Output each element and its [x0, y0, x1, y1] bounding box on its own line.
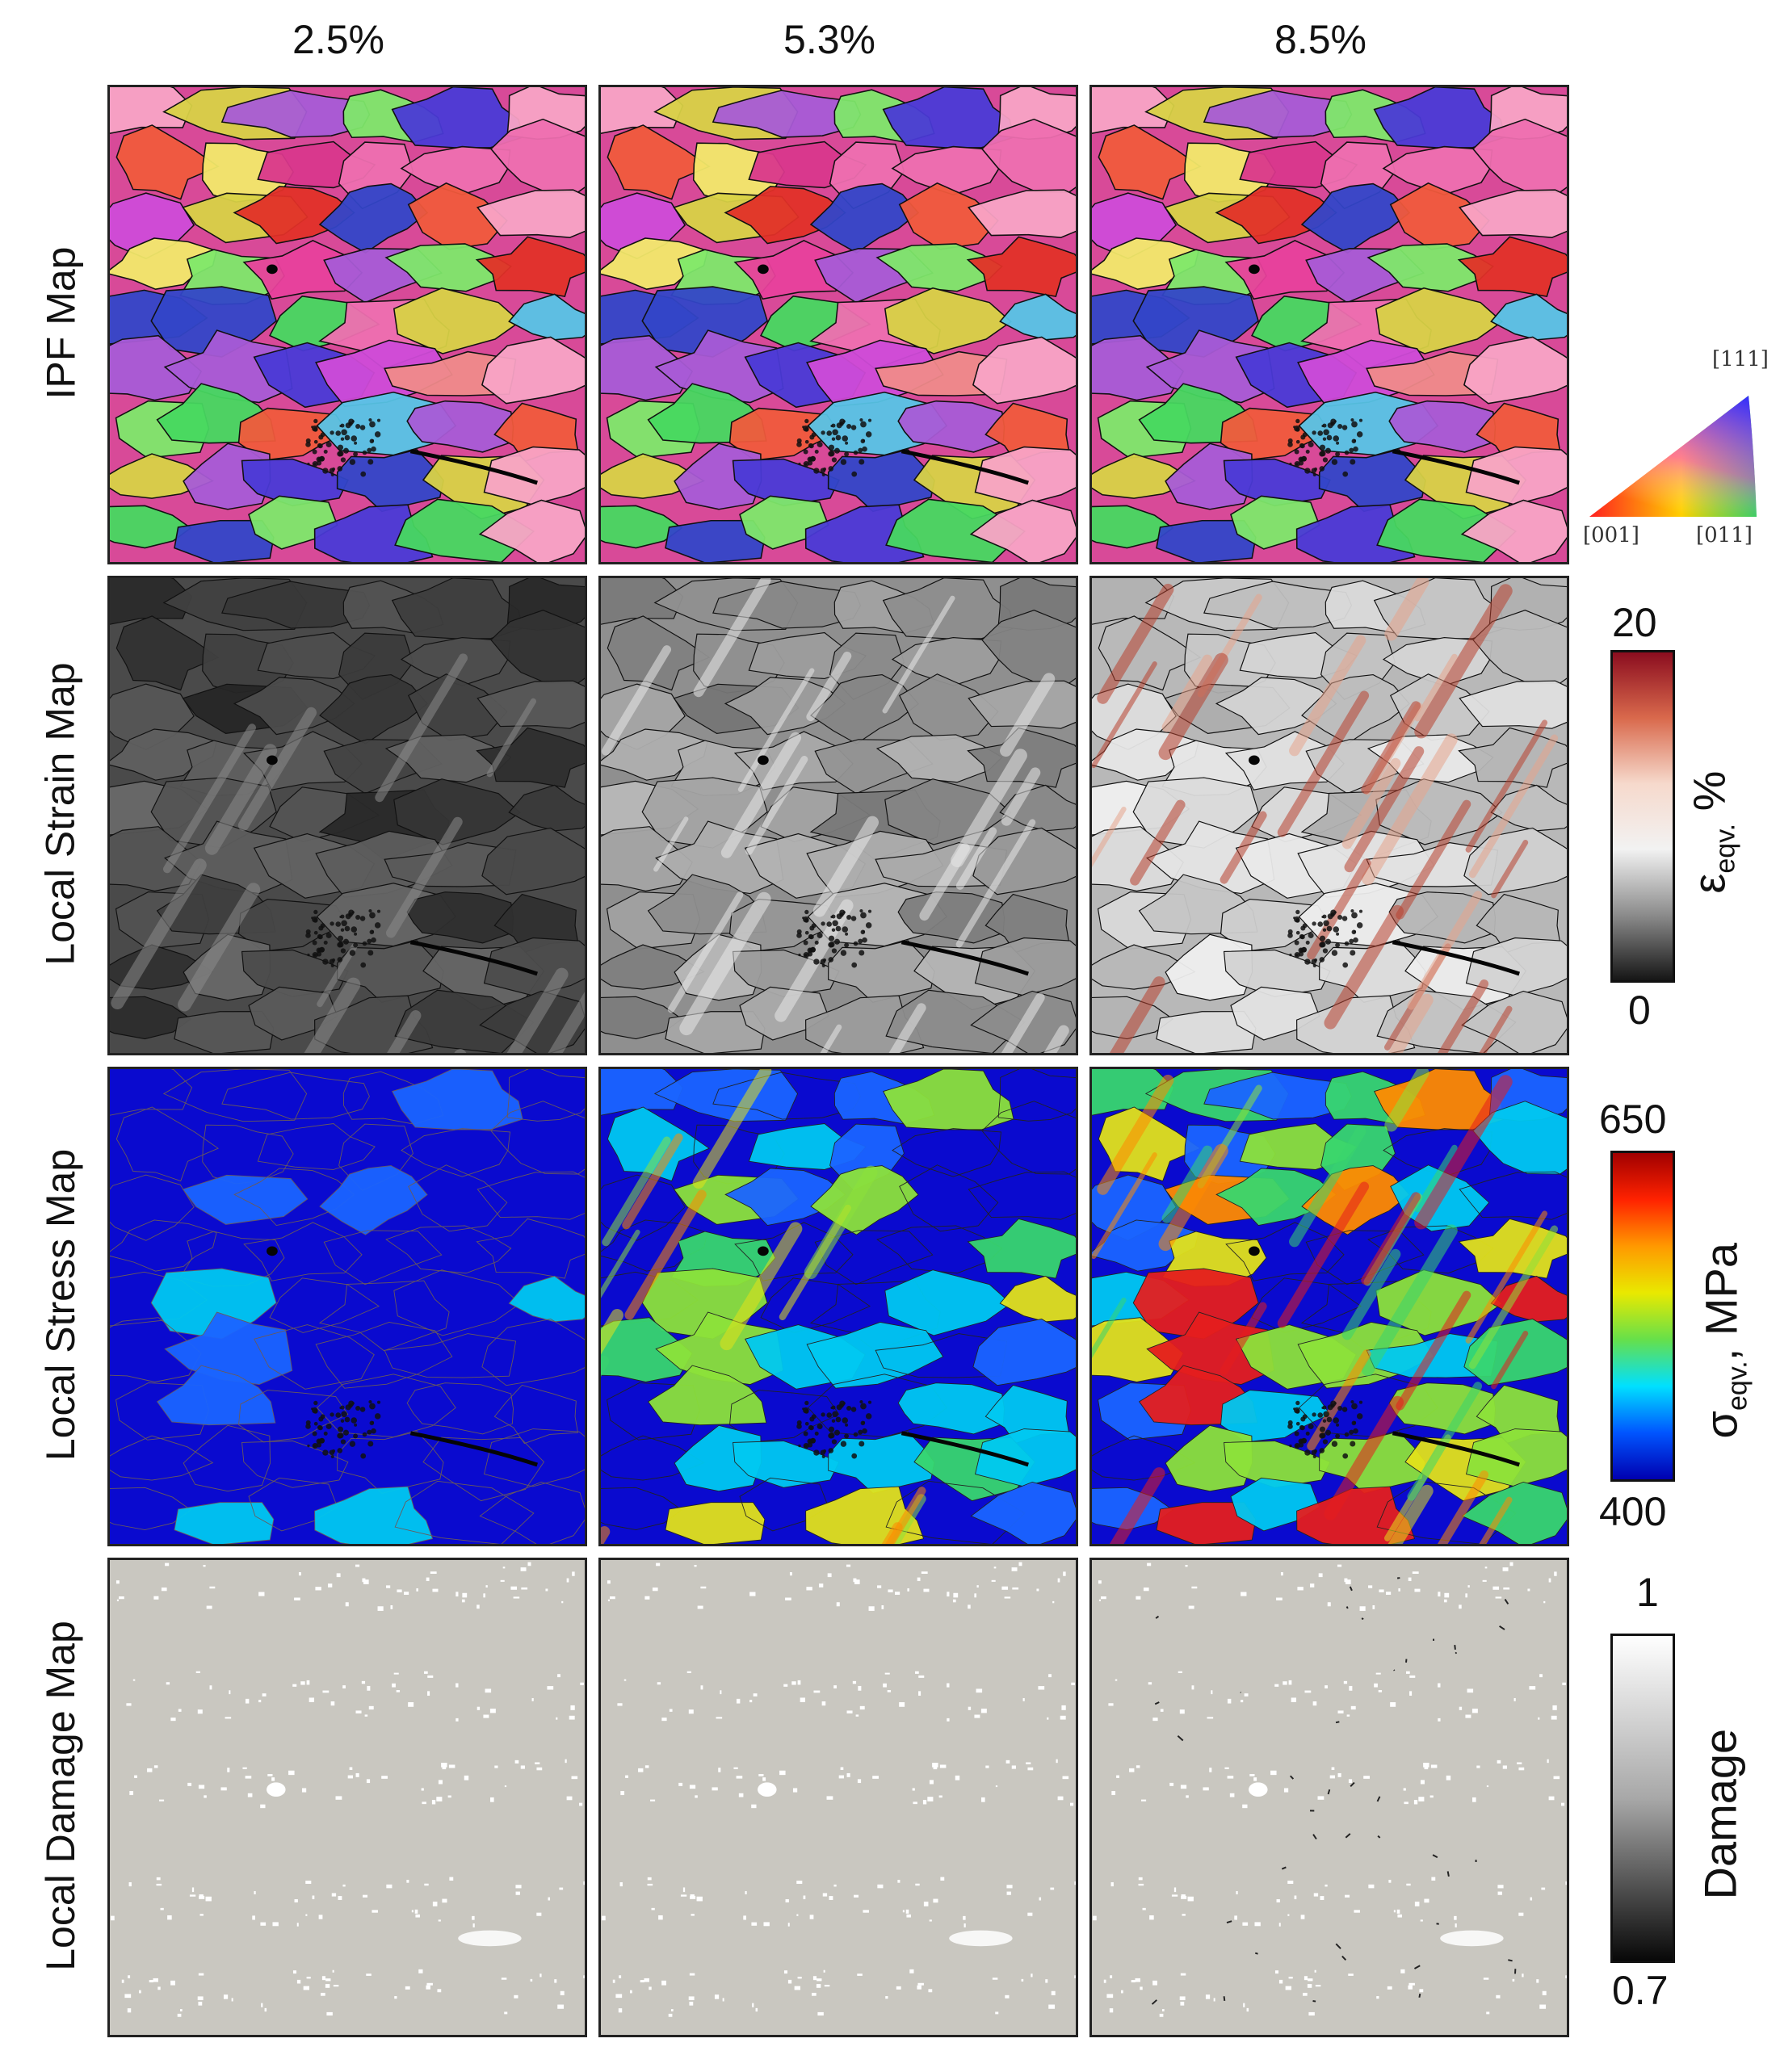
- ipf-map-8-5: [1089, 85, 1569, 564]
- row-header-damage: Local Damage Map: [38, 1621, 84, 1971]
- strain-bar-max: 20: [1612, 600, 1657, 645]
- stress-colorbar: [1610, 1151, 1675, 1482]
- strain-map-8-5: [1089, 576, 1569, 1055]
- ipf-label-001: [001]: [1583, 523, 1639, 547]
- strain-colorbar: [1610, 650, 1675, 983]
- damage-bar-title: Damage: [1694, 1728, 1746, 1900]
- row-header-strain: Local Strain Map: [38, 662, 84, 966]
- damage-colorbar: [1610, 1634, 1675, 1963]
- ipf-label-111: [111]: [1712, 347, 1769, 371]
- ipf-color-key: [111] [001] [011]: [1583, 347, 1769, 547]
- column-header-1: 2.5%: [292, 17, 384, 62]
- stress-bar-min: 400: [1599, 1489, 1667, 1534]
- strain-map-2-5: [107, 576, 587, 1055]
- ipf-label-011: [011]: [1696, 523, 1753, 547]
- damage-bar-max: 1: [1636, 1570, 1659, 1615]
- strain-bar-title: εeqv. %: [1683, 770, 1741, 894]
- column-header-3: 8.5%: [1274, 17, 1366, 62]
- row-header-ipf: IPF Map: [38, 246, 84, 400]
- damage-map-2-5: [107, 1558, 587, 2037]
- stress-bar-title: σeqv., MPa: [1695, 1243, 1753, 1439]
- stress-map-5-3: [598, 1067, 1078, 1546]
- ipf-map-5-3: [598, 85, 1078, 564]
- damage-map-5-3: [598, 1558, 1078, 2037]
- damage-map-8-5: [1089, 1558, 1569, 2037]
- row-header-stress: Local Stress Map: [38, 1148, 83, 1462]
- column-header-2: 5.3%: [783, 17, 875, 62]
- damage-bar-min: 0.7: [1612, 1968, 1669, 2013]
- stress-map-2-5: [107, 1067, 587, 1546]
- ipf-map-2-5: [107, 85, 587, 564]
- strain-map-5-3: [598, 576, 1078, 1055]
- stress-map-8-5: [1089, 1067, 1569, 1546]
- strain-bar-min: 0: [1628, 988, 1651, 1033]
- stress-bar-max: 650: [1599, 1097, 1667, 1142]
